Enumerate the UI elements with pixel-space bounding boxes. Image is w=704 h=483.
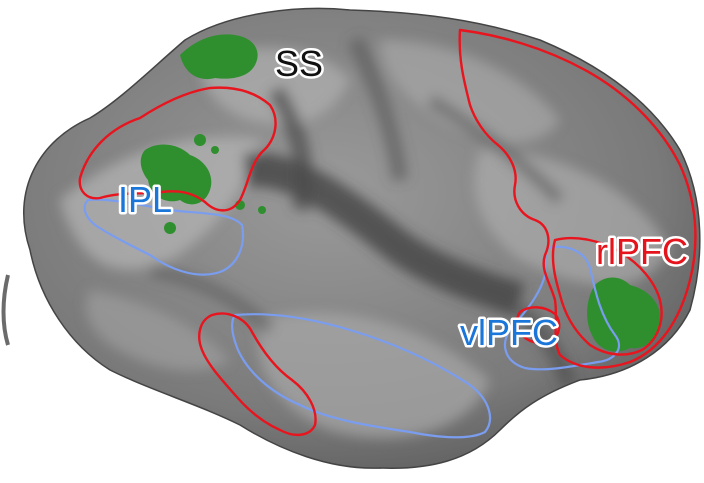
occipital-edge (1, 274, 10, 346)
ipl-blue-outline (83, 198, 245, 276)
activation-pfc (587, 277, 661, 352)
label-ipl: IPL (118, 179, 172, 220)
label-rlpfc: rlPFC (596, 231, 688, 272)
temporal-blue-outline (231, 313, 492, 439)
activation-ss (180, 34, 258, 80)
frontal-red-outline (458, 28, 697, 369)
vlpfc-red-outline (515, 306, 561, 344)
vlpfc-blue-outline (503, 245, 621, 371)
blue-outlines (83, 198, 621, 439)
parietal-red-outline (78, 86, 277, 212)
label-ss: SS (275, 43, 323, 84)
temporal-red-outline (198, 312, 317, 437)
activation-clusters (140, 34, 661, 352)
cortex-surface (22, 7, 701, 469)
red-outlines (78, 28, 697, 437)
label-vlpfc: vlPFC (460, 312, 558, 353)
rlpfc-red-outline (551, 236, 663, 356)
activation-ipl (140, 144, 212, 205)
